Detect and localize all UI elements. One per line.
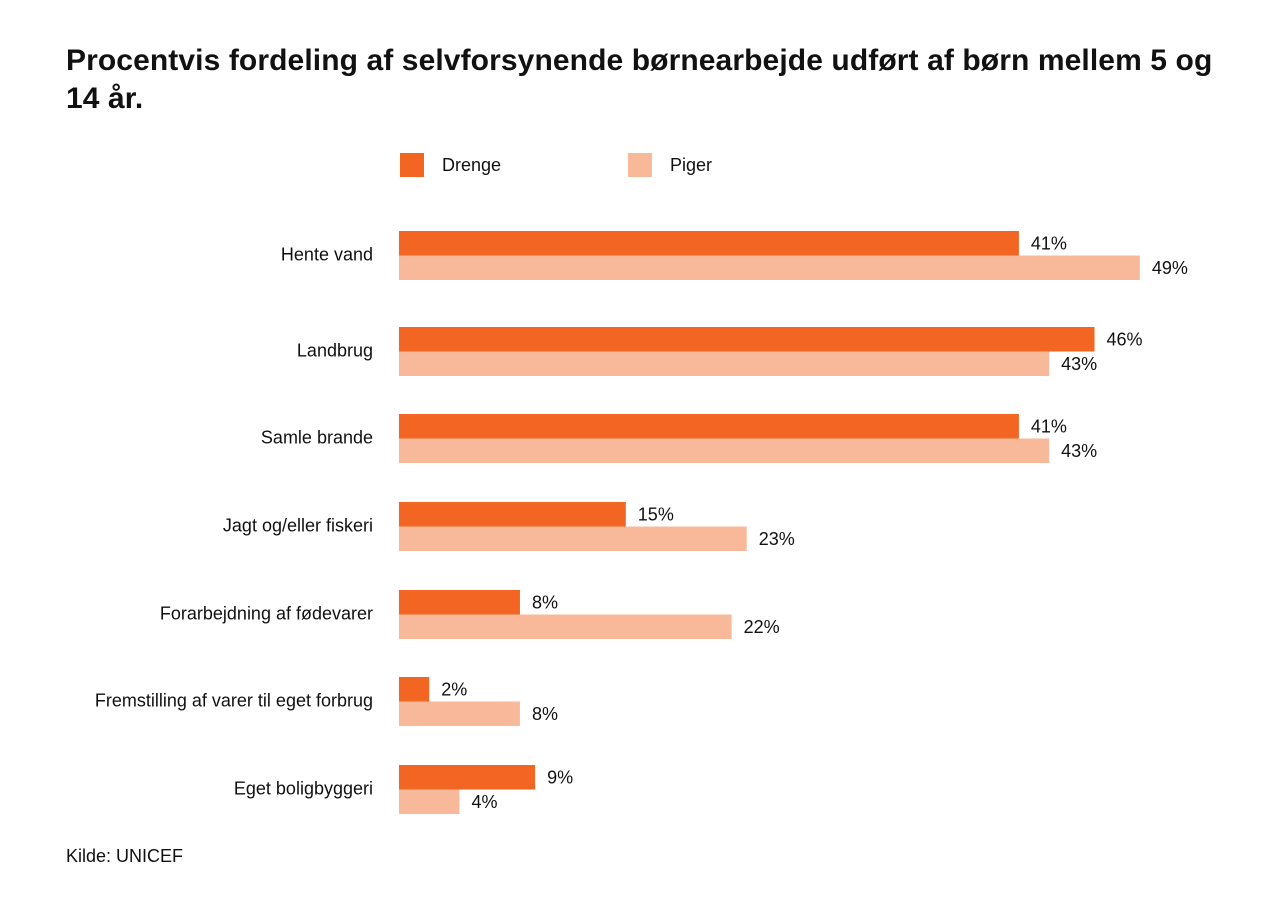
value-label-drenge-samle-brande: 41% [1031,416,1067,436]
source-note: Kilde: UNICEF [66,846,184,866]
category-label-fremstilling-af-varer-til-eget-forbrug: Fremstilling af varer til eget forbrug [95,691,373,711]
legend-label-piger: Piger [670,154,713,175]
bar-piger-hente-vand [399,255,1140,280]
value-label-drenge-hente-vand: 41% [1031,233,1067,253]
value-label-piger-landbrug: 43% [1061,354,1097,374]
value-label-drenge-fremstilling-af-varer-til-eget-forbrug: 2% [441,679,467,699]
bar-piger-jagt-og-eller-fiskeri [399,526,747,551]
value-label-piger-forarbejdning-af-fodevarer: 22% [744,617,780,637]
value-label-piger-eget-boligbyggeri: 4% [471,792,497,812]
value-label-piger-jagt-og-eller-fiskeri: 23% [759,529,795,549]
legend-label-drenge: Drenge [442,154,502,175]
chart-legend: Drenge Piger [0,0,1280,200]
category-label-landbrug: Landbrug [297,341,373,361]
value-label-drenge-jagt-og-eller-fiskeri: 15% [638,504,674,524]
bar-piger-samle-brande [399,438,1050,463]
category-label-eget-boligbyggeri: Eget boligbyggeri [234,779,373,799]
legend-item-piger: Piger [628,152,712,178]
value-label-drenge-landbrug: 46% [1107,329,1143,349]
category-label-samle-brande: Samle brande [261,428,373,448]
value-label-drenge-forarbejdning-af-fodevarer: 8% [532,592,558,612]
bar-drenge-landbrug [399,327,1095,352]
value-label-piger-hente-vand: 49% [1152,258,1188,278]
value-label-drenge-eget-boligbyggeri: 9% [547,767,573,787]
bar-piger-eget-boligbyggeri [399,789,460,814]
value-label-piger-fremstilling-af-varer-til-eget-forbrug: 8% [532,704,558,724]
value-label-piger-samle-brande: 43% [1061,441,1097,461]
bar-drenge-jagt-og-eller-fiskeri [399,502,626,527]
bar-drenge-hente-vand [399,231,1019,256]
legend-swatch-drenge [400,153,424,177]
chart-title: Procentvis fordeling af selvforsynende b… [66,44,1213,115]
bar-piger-fremstilling-af-varer-til-eget-forbrug [399,701,520,726]
bar-piger-forarbejdning-af-fodevarer [399,614,732,639]
legend-item-drenge: Drenge [400,152,501,178]
bar-piger-landbrug [399,351,1050,376]
bar-drenge-samle-brande [399,414,1019,439]
legend-swatch-piger [628,153,652,177]
category-label-jagt-og-eller-fiskeri: Jagt og/eller fiskeri [223,516,373,536]
category-label-forarbejdning-af-fodevarer: Forarbejdning af fødevarer [160,604,373,624]
category-label-hente-vand: Hente vand [281,245,373,265]
bar-drenge-fremstilling-af-varer-til-eget-forbrug [399,677,430,702]
bar-drenge-forarbejdning-af-fodevarer [399,590,520,615]
bar-drenge-eget-boligbyggeri [399,765,536,790]
